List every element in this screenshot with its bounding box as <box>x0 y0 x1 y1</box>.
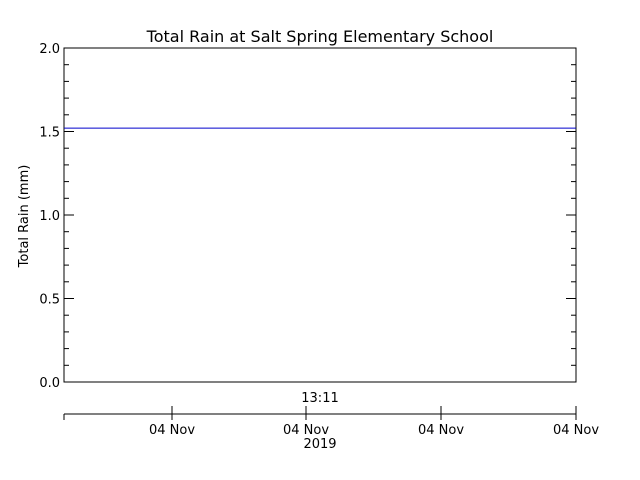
plot-frame <box>63 47 577 383</box>
year-label: 2019 <box>303 437 336 452</box>
x-tick-label: 04 Nov <box>149 423 195 438</box>
x-tick-label: 04 Nov <box>553 423 599 438</box>
y-tick-label: 0.0 <box>39 376 60 391</box>
y-tick-label: 1.0 <box>39 209 60 224</box>
x-axis-ticks: 04 Nov 04 Nov 04 Nov 04 Nov <box>63 406 599 438</box>
y-tick-label: 0.5 <box>39 293 60 308</box>
x-tick-label: 04 Nov <box>418 423 464 438</box>
chart-title: Total Rain at Salt Spring Elementary Sch… <box>146 27 494 46</box>
y-tick-label: 1.5 <box>39 126 60 141</box>
x-tick-label: 04 Nov <box>283 423 329 438</box>
y-axis-label: Total Rain (mm) <box>17 165 32 269</box>
y-tick-label: 2.0 <box>39 42 60 57</box>
y-axis-ticks: 0.0 0.5 1.0 1.5 2.0 <box>39 42 576 391</box>
time-label: 13:11 <box>301 391 338 406</box>
